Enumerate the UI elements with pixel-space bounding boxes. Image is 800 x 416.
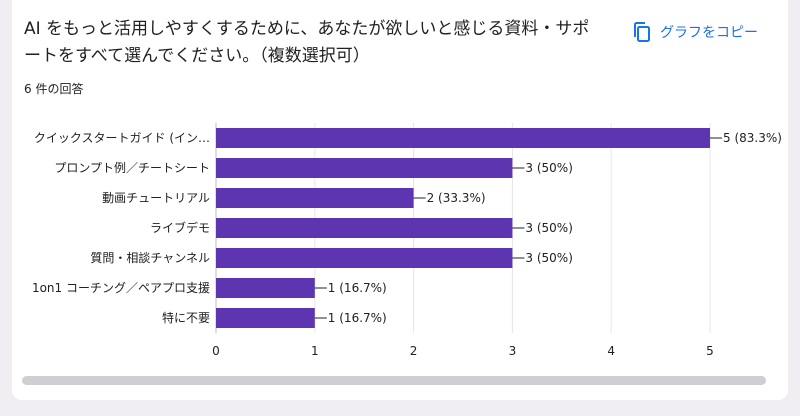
- x-tick-label: 3: [509, 344, 517, 355]
- bar[interactable]: [216, 218, 513, 238]
- data-label: 3 (50%): [525, 221, 572, 235]
- x-tick-label: 2: [410, 344, 418, 355]
- category-label: プロンプト例／チートシート: [54, 161, 210, 175]
- x-tick-label: 4: [607, 344, 615, 355]
- category-label: 質問・相談チャンネル: [90, 250, 210, 265]
- category-label: 特に不要: [162, 310, 210, 325]
- copy-icon: [634, 22, 650, 42]
- bar-chart: 0 1 2 3 4 5 クイックスタートガイド (イン… 5 (83.3%) プロンプト例／チー…: [32, 123, 782, 355]
- chart-card: AI をもっと活用しやすくするために、あなたが欲しいと感じる資料・サポートをすべ…: [12, 0, 788, 400]
- category-label: 動画チュートリアル: [102, 191, 210, 205]
- response-count: 6 件の回答: [24, 82, 84, 96]
- x-tick-label: 5: [706, 344, 714, 355]
- category-label: クイックスタートガイド (イン…: [34, 131, 210, 145]
- data-label: 3 (50%): [525, 251, 572, 265]
- x-tick-label: 0: [212, 344, 220, 355]
- copy-chart-label: グラフをコピー: [660, 25, 758, 41]
- bar[interactable]: [216, 278, 315, 298]
- data-label: 2 (33.3%): [427, 191, 486, 205]
- category-label: 1on1 コーチング／ペアプロ支援: [32, 281, 210, 295]
- copy-chart-button[interactable]: グラフをコピー: [632, 18, 758, 46]
- bar[interactable]: [216, 308, 315, 328]
- bar[interactable]: [216, 248, 513, 268]
- category-label: ライブデモ: [150, 220, 210, 235]
- bar[interactable]: [216, 188, 414, 208]
- data-label: 3 (50%): [525, 161, 572, 175]
- data-label: 1 (16.7%): [328, 281, 387, 295]
- x-tick-label: 1: [311, 344, 319, 355]
- data-label: 5 (83.3%): [723, 131, 782, 145]
- data-label: 1 (16.7%): [328, 311, 387, 325]
- question-title: AI をもっと活用しやすくするために、あなたが欲しいと感じる資料・サポートをすべ…: [24, 19, 590, 66]
- bar[interactable]: [216, 158, 513, 178]
- horizontal-scrollbar[interactable]: [22, 376, 766, 385]
- bar[interactable]: [216, 128, 710, 148]
